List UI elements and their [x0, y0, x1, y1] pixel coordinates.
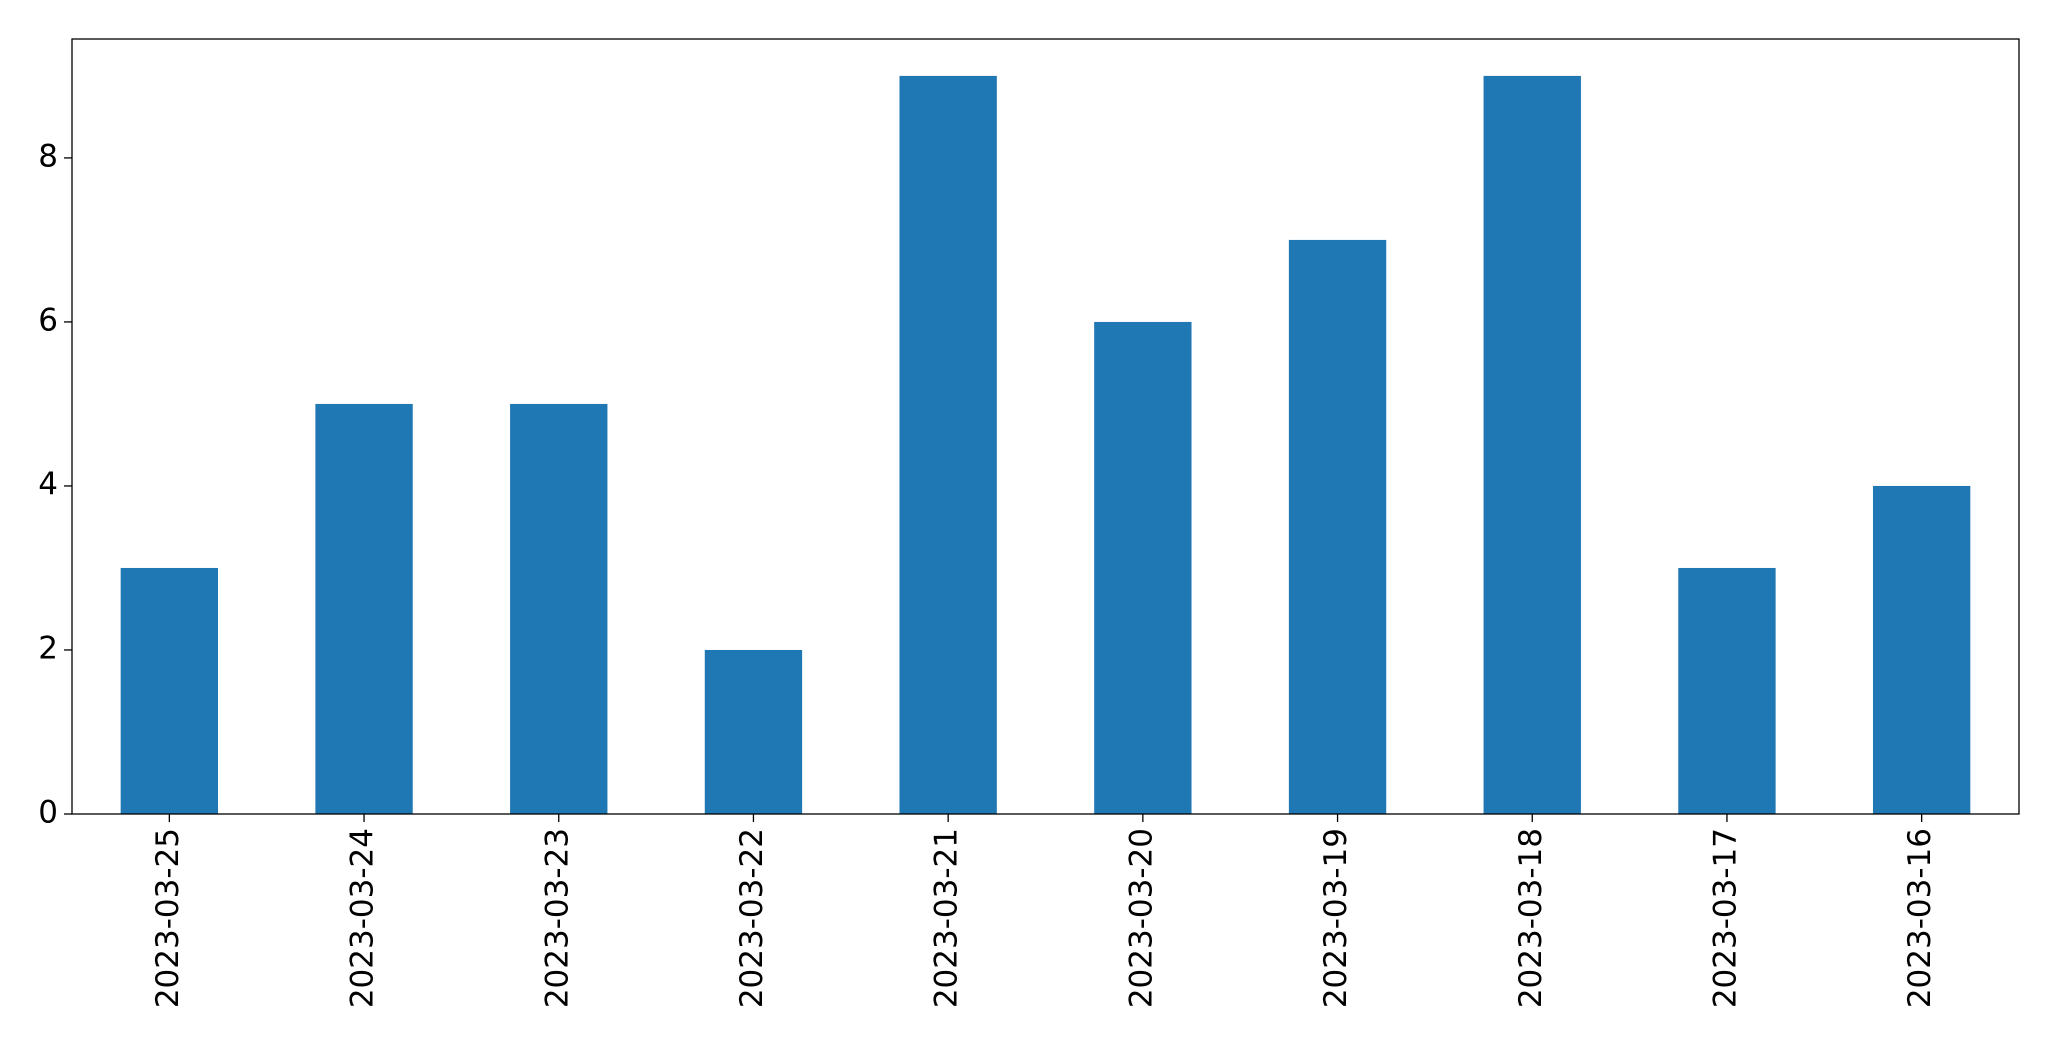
x-tick-label: 2023-03-21 [929, 828, 965, 1008]
bar [315, 403, 413, 814]
bar [120, 567, 219, 814]
x-tick-label: 2023-03-16 [1902, 828, 1938, 1008]
y-tick-label: 4 [38, 466, 58, 502]
axes-frame [71, 38, 2020, 815]
bar [510, 403, 608, 814]
y-tick-label: 6 [38, 302, 58, 338]
x-tick-label: 2023-03-18 [1513, 828, 1549, 1008]
bar [899, 75, 997, 814]
bar [704, 649, 803, 814]
bar [1288, 239, 1387, 815]
x-tick-label: 2023-03-17 [1707, 828, 1743, 1008]
x-tick-label: 2023-03-19 [1318, 828, 1354, 1008]
x-tick-label: 2023-03-25 [150, 828, 186, 1008]
y-tick-label: 0 [38, 795, 58, 831]
bar [1094, 321, 1192, 814]
x-tick-label: 2023-03-22 [734, 828, 770, 1008]
y-tick-label: 8 [38, 138, 58, 174]
bar [1678, 567, 1776, 814]
bar [1483, 75, 1581, 814]
y-tick-label: 2 [38, 630, 58, 666]
bar [1872, 485, 1971, 814]
x-tick-label: 2023-03-24 [345, 828, 381, 1008]
x-tick-label: 2023-03-20 [1123, 828, 1159, 1008]
x-tick-label: 2023-03-23 [539, 828, 575, 1008]
